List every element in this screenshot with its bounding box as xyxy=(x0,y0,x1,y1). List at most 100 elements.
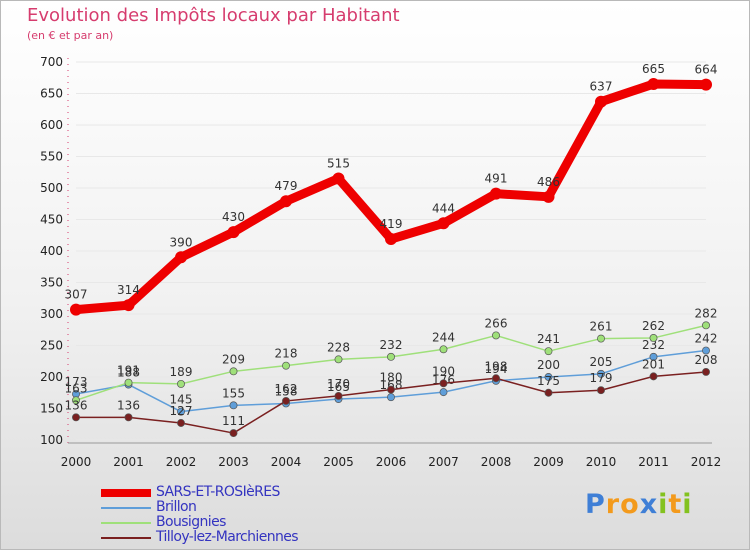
logo-letter: t xyxy=(668,489,683,520)
data-label: 491 xyxy=(485,172,508,186)
data-point xyxy=(700,78,712,91)
data-label: 158 xyxy=(275,384,298,398)
data-label: 282 xyxy=(695,306,718,320)
data-point xyxy=(175,251,187,264)
legend-swatch xyxy=(101,507,151,509)
data-point xyxy=(282,396,290,405)
data-point xyxy=(229,401,238,410)
data-point xyxy=(334,355,343,364)
y-tick-label: 450 xyxy=(40,213,63,227)
logo-letter: P xyxy=(585,489,606,520)
data-label: 664 xyxy=(695,63,718,77)
data-point xyxy=(437,217,450,230)
y-tick-label: 650 xyxy=(40,87,63,101)
legend-swatch xyxy=(101,537,151,539)
x-tick-label: 2007 xyxy=(428,455,459,469)
series-3: 136 136 127 111 162 170 180 190 198 175 179 201 208 xyxy=(65,353,717,438)
data-point xyxy=(282,361,290,370)
data-label: 190 xyxy=(432,364,455,378)
x-tick-label: 2005 xyxy=(323,455,354,469)
data-point xyxy=(72,413,80,422)
y-tick-label: 250 xyxy=(40,339,63,353)
data-label: 486 xyxy=(537,175,560,189)
data-label: 191 xyxy=(117,364,140,378)
data-label: 262 xyxy=(642,319,665,333)
data-point xyxy=(597,386,605,395)
data-label: 637 xyxy=(590,80,613,94)
x-tick-label: 2012 xyxy=(691,455,722,469)
data-point xyxy=(542,190,555,203)
data-label: 515 xyxy=(327,157,350,171)
series-line xyxy=(71,79,711,315)
data-label: 444 xyxy=(432,201,455,215)
y-tick-label: 100 xyxy=(40,433,63,447)
data-label: 179 xyxy=(590,371,613,385)
data-label: 307 xyxy=(65,288,88,302)
data-point xyxy=(334,391,343,400)
data-point xyxy=(597,369,605,378)
y-tick-label: 550 xyxy=(40,150,63,164)
data-point xyxy=(177,407,185,416)
data-label: 261 xyxy=(590,320,613,334)
data-point xyxy=(122,299,135,312)
logo-letter: r xyxy=(605,489,621,520)
data-label: 242 xyxy=(695,332,718,346)
data-point xyxy=(385,233,397,246)
y-tick-label: 350 xyxy=(40,276,63,290)
data-label: 390 xyxy=(170,235,193,249)
data-point xyxy=(124,413,133,422)
data-label: 228 xyxy=(327,340,350,354)
data-point xyxy=(649,372,658,381)
data-label: 198 xyxy=(485,359,508,373)
data-label: 665 xyxy=(642,62,665,76)
data-label: 127 xyxy=(170,404,193,418)
data-label: 162 xyxy=(275,382,298,396)
data-point xyxy=(492,374,500,383)
data-point xyxy=(124,378,133,387)
data-point xyxy=(597,334,605,343)
x-tick-label: 2006 xyxy=(376,455,407,469)
legend-label: SARS-ET-ROSIèRES xyxy=(156,484,280,500)
data-label: 165 xyxy=(327,380,350,394)
data-label: 175 xyxy=(537,374,560,388)
proxiti-logo: Proxiti xyxy=(585,489,693,520)
data-label: 155 xyxy=(222,386,245,400)
data-point xyxy=(439,379,448,388)
data-label: 163 xyxy=(65,381,88,395)
y-tick-label: 200 xyxy=(40,370,63,384)
data-point xyxy=(702,368,710,376)
data-label: 188 xyxy=(117,366,140,380)
y-tick-label: 300 xyxy=(40,307,63,321)
data-point xyxy=(647,78,660,91)
data-point xyxy=(544,347,553,356)
data-label: 314 xyxy=(117,283,140,297)
logo-letter: i xyxy=(682,489,693,520)
x-tick-label: 2004 xyxy=(271,455,302,469)
data-point xyxy=(649,333,658,342)
data-point xyxy=(492,331,500,340)
data-label: 232 xyxy=(380,338,403,352)
data-label: 136 xyxy=(117,398,140,412)
series-2: 163 191 189 209 218 228 232 244 266 241 261 262 282 xyxy=(65,306,718,405)
x-tick-label: 2000 xyxy=(61,455,92,469)
data-label: 189 xyxy=(170,365,193,379)
data-label: 136 xyxy=(65,398,88,412)
data-point xyxy=(544,373,553,381)
data-point xyxy=(702,321,710,330)
data-label: 209 xyxy=(222,352,245,366)
data-point xyxy=(649,352,658,361)
legend-swatch xyxy=(101,489,151,497)
x-tick-label: 2010 xyxy=(586,455,617,469)
data-point xyxy=(544,388,553,397)
data-label: 111 xyxy=(222,414,245,428)
x-tick-label: 2003 xyxy=(218,455,249,469)
data-point xyxy=(595,95,607,108)
data-point xyxy=(387,385,395,394)
data-point xyxy=(332,172,345,185)
series-0: 307 314 390 430 479 515 419 444 491 486 637 665 664 xyxy=(65,62,718,316)
legend-swatch xyxy=(101,522,151,524)
data-label: 218 xyxy=(275,347,298,361)
y-tick-label: 150 xyxy=(40,402,63,416)
